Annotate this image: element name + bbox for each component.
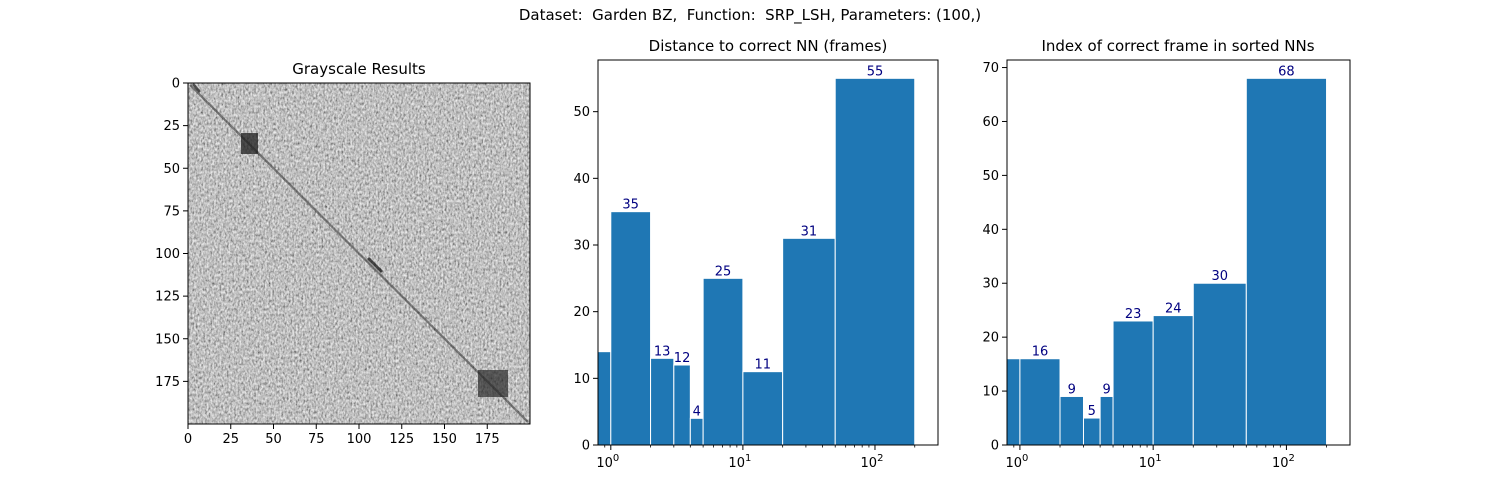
- index-histogram-y-tick-label: 60: [982, 115, 999, 130]
- heatmap-y-tick-label: 75: [163, 204, 180, 219]
- index-histogram-bar: [1059, 395, 1084, 446]
- distance-histogram-bar-label: 55: [867, 64, 884, 79]
- distance-histogram-bar: [742, 371, 784, 446]
- distance-histogram-bar: [689, 417, 704, 446]
- index-histogram-y-tick-label: 0: [991, 439, 999, 454]
- heatmap-y-tick-label: 0: [172, 77, 180, 92]
- heatmap-x-tick-label: 25: [222, 432, 239, 447]
- heatmap-y-tick-label: 125: [155, 290, 180, 305]
- heatmap-y-tick-label: 25: [163, 119, 180, 134]
- heatmap-x-tick-label: 150: [432, 432, 457, 447]
- heatmap-image: [188, 83, 530, 424]
- heatmap-panel: Grayscale Results 0 25 50 75 100 125 150 175 0 25…: [155, 60, 531, 448]
- heatmap-y-tick-label: 175: [155, 375, 180, 390]
- index-histogram-x-tick-label: 102: [1272, 453, 1295, 471]
- index-histogram-y-tick-label: 70: [982, 61, 999, 76]
- heatmap-axes: 0 25 50 75 100 125 150 175 0 25 50 75 100 125 150 175: [155, 77, 499, 448]
- index-histogram-y-tick-label: 30: [982, 277, 999, 292]
- index-histogram-bar: [1192, 282, 1247, 446]
- distance-histogram-x-tick-label: 101: [728, 453, 751, 471]
- distance-histogram-y-tick-label: 0: [582, 439, 590, 454]
- distance-histogram-bar: [610, 211, 652, 446]
- index-histogram-y-tick-label: 10: [982, 385, 999, 400]
- distance-histogram-y-tick-label: 30: [573, 239, 590, 254]
- distance-histogram-frame: [597, 59, 939, 446]
- index-histogram-bar-label: 16: [1032, 345, 1049, 360]
- distance-histogram-bar: [834, 77, 916, 446]
- heatmap-y-tick-label: 100: [155, 247, 180, 262]
- index-histogram-bar-label: 23: [1125, 307, 1142, 322]
- distance-histogram-bar: [597, 351, 612, 446]
- distance-histogram-bar-label: 25: [715, 264, 732, 279]
- heatmap-y-tick-label: 150: [155, 332, 180, 347]
- heatmap-x-tick-label: 75: [308, 432, 325, 447]
- index-histogram-x-tick-label: 101: [1139, 453, 1162, 471]
- heatmap-x-tick-label: 125: [389, 432, 414, 447]
- heatmap-title: Grayscale Results: [292, 60, 426, 78]
- distance-histogram-y-tick-label: 50: [573, 105, 590, 120]
- index-histogram-plot: 16 959 23 24 30 68 0 10 20 30 40 50 60 70 100 101 102: [982, 59, 1351, 471]
- distance-histogram-bar-label: 35: [622, 198, 639, 213]
- index-histogram-bar-label: 5: [1088, 404, 1096, 419]
- distance-histogram-bar-label: 12: [674, 351, 691, 366]
- distance-histogram-bar: [673, 364, 691, 446]
- distance-histogram-x-tick-label: 102: [861, 453, 884, 471]
- index-histogram-bar-label: 30: [1212, 269, 1229, 284]
- distance-histogram-bar-label: 11: [754, 358, 771, 373]
- figure-suptitle: Dataset: Garden BZ, Function: SRP_LSH, P…: [518, 6, 982, 24]
- index-histogram-bar: [1112, 320, 1154, 446]
- distance-histogram-title: Distance to correct NN (frames): [649, 37, 888, 55]
- heatmap-y-tick-label: 50: [163, 162, 180, 177]
- distance-histogram-x-tick-label: 100: [596, 453, 619, 471]
- heatmap-x-tick-label: 100: [347, 432, 372, 447]
- distance-histogram-y-tick-label: 40: [573, 172, 590, 187]
- index-histogram-bar: [1245, 77, 1328, 446]
- distance-histogram-panel: Distance to correct NN (frames) 35 13 12 4 2…: [573, 37, 939, 471]
- distance-histogram-bar-label: 13: [654, 344, 671, 359]
- index-histogram-bar-label: 24: [1165, 302, 1182, 317]
- index-histogram-y-tick-label: 50: [982, 169, 999, 184]
- heatmap-x-tick-label: 175: [475, 432, 500, 447]
- heatmap-x-tick-label: 0: [184, 432, 192, 447]
- index-histogram-frame: [1006, 59, 1351, 446]
- distance-histogram-bar: [650, 357, 675, 446]
- index-histogram-y-tick-label: 40: [982, 223, 999, 238]
- index-histogram-bar: [1019, 358, 1061, 446]
- index-histogram-bar: [1152, 315, 1194, 446]
- index-histogram-bar: [1082, 417, 1101, 446]
- distance-histogram-y-tick-label: 10: [573, 372, 590, 387]
- index-histogram-title: Index of correct frame in sorted NNs: [1041, 37, 1314, 55]
- distance-histogram-bar-label: 31: [801, 224, 818, 239]
- index-histogram-bar: [1099, 395, 1114, 446]
- index-histogram-x-tick-label: 100: [1005, 453, 1028, 471]
- heatmap-x-tick-label: 50: [265, 432, 282, 447]
- index-histogram-bar-label: 68: [1278, 64, 1295, 79]
- index-histogram-bar-label: 9: [1068, 382, 1076, 397]
- index-histogram-y-tick-label: 20: [982, 331, 999, 346]
- index-histogram-bar-label: 9: [1102, 382, 1110, 397]
- distance-histogram-plot: 35 13 12 4 25 11 31 55 0 10 20 30 40 50 100 101 102: [573, 59, 939, 471]
- index-histogram-panel: Index of correct frame in sorted NNs 16 9…: [982, 37, 1351, 471]
- distance-histogram-y-tick-label: 20: [573, 305, 590, 320]
- index-histogram-bar: [1006, 358, 1021, 446]
- distance-histogram-bar: [782, 237, 836, 446]
- distance-histogram-bar: [702, 277, 744, 446]
- distance-histogram-bar-label: 4: [693, 404, 701, 419]
